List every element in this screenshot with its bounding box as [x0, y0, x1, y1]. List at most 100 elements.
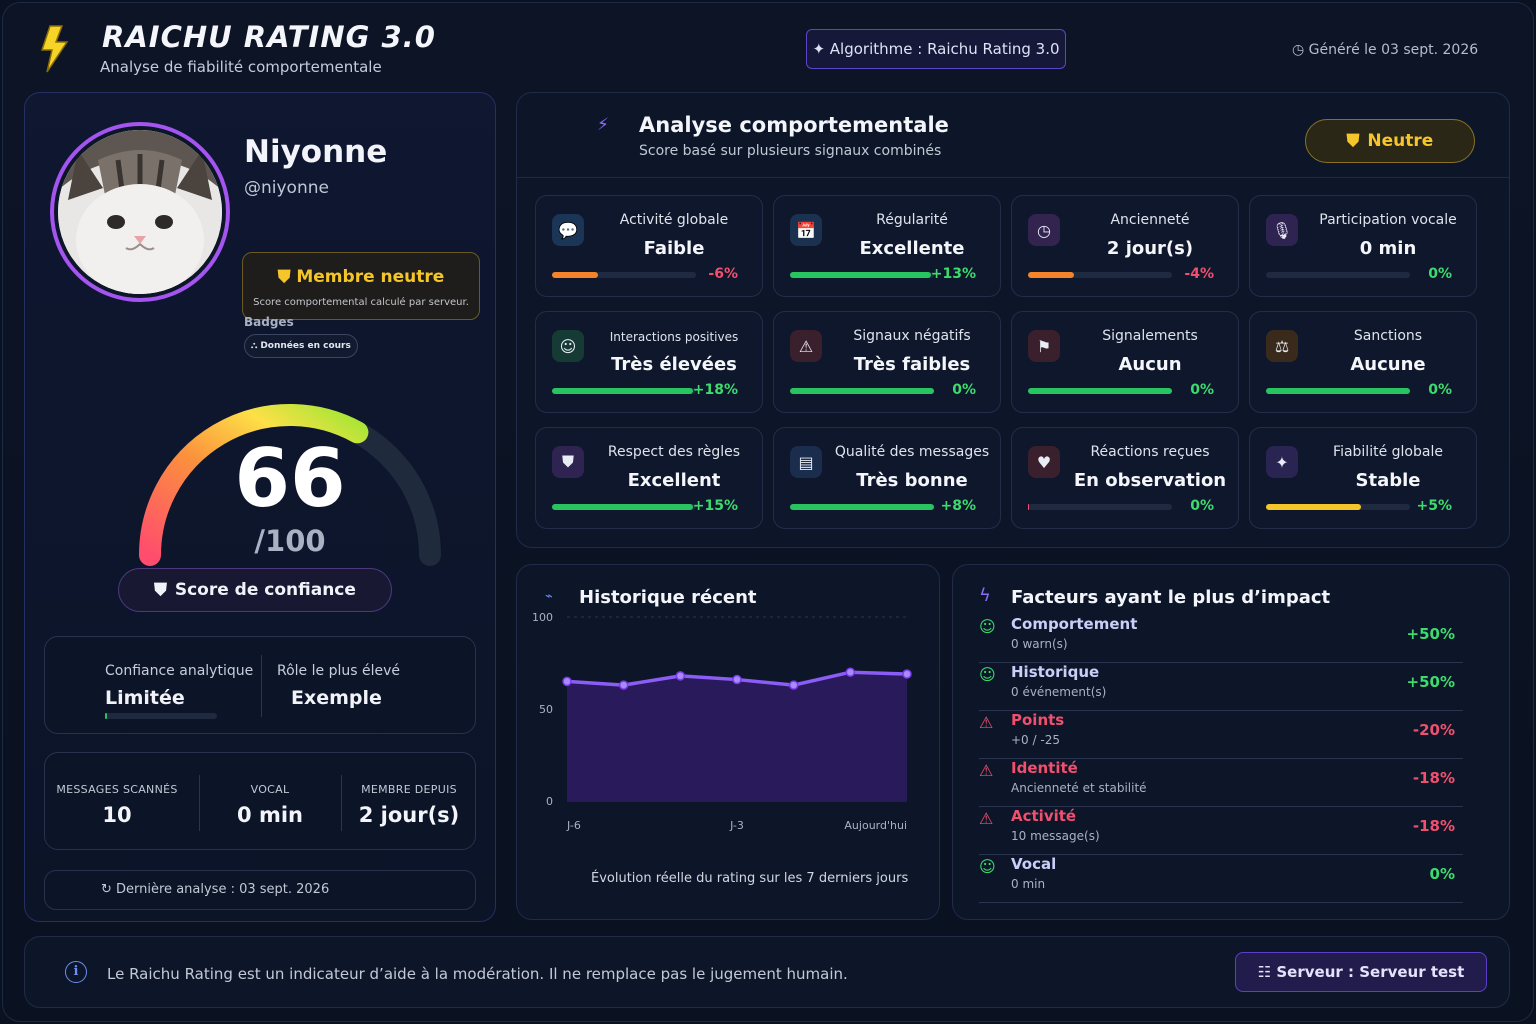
warning-icon: ⚠ — [790, 330, 822, 362]
lightning-logo-icon — [40, 25, 69, 73]
metric-value: Stable — [1355, 470, 1421, 491]
confidence-box: Confiance analytique Limitée Rôle le plu… — [44, 636, 476, 734]
metric-tile[interactable]: ☺ Interactions positives Très élevées +18% — [535, 311, 763, 413]
lightning-icon: ϟ — [979, 585, 991, 606]
data-point — [788, 680, 799, 690]
warning-icon: ⚠ — [979, 761, 994, 780]
data-point — [618, 680, 629, 690]
user-handle: @niyonne — [244, 178, 329, 198]
y-tick-label: 0 — [546, 795, 553, 808]
gauge-fill — [139, 404, 369, 566]
microphone-icon: 🎙 — [1266, 214, 1298, 246]
user-name: Niyonne — [244, 134, 388, 170]
badge-chip[interactable]: ⛬ Données en cours — [244, 334, 358, 358]
server-button[interactable]: ☷ Serveur : Serveur test — [1235, 952, 1487, 992]
metric-tile[interactable]: ⚖ Sanctions Aucune 0% — [1249, 311, 1477, 413]
metric-tile[interactable]: 💬 Activité globale Faible -6% — [535, 195, 763, 297]
factor-row: ☺ Vocal 0 min 0% — [979, 855, 1463, 903]
smile-icon: ☺ — [979, 857, 996, 876]
history-title: Historique récent — [579, 587, 757, 608]
metric-label: Régularité — [876, 212, 948, 228]
algorithm-badge[interactable]: ✦ Algorithme : Raichu Rating 3.0 — [806, 29, 1066, 69]
y-tick-label: 50 — [539, 703, 553, 716]
factors-title: Facteurs ayant le plus d’impact — [1011, 587, 1331, 608]
area-fill — [567, 672, 907, 801]
factor-row: ⚠ Points +0 / -25 -20% — [979, 711, 1463, 759]
metric-value: Très faibles — [853, 354, 971, 375]
score-value: 66 — [234, 432, 346, 525]
divider — [261, 655, 262, 717]
metric-label: Activité globale — [619, 212, 729, 228]
sparkle-icon: ✦ — [1266, 446, 1298, 478]
factor-detail: Ancienneté et stabilité — [1011, 781, 1147, 795]
metric-bar — [1266, 504, 1410, 510]
member-status: ⛊ Membre neutre — [277, 267, 445, 287]
data-point — [845, 667, 856, 677]
member-status-description: Score comportemental calculé par serveur… — [253, 297, 469, 308]
factor-name: Activité — [1011, 807, 1077, 825]
metric-tile[interactable]: 📅 Régularité Excellente +13% — [773, 195, 1001, 297]
metric-tile[interactable]: ⛊ Respect des règles Excellent +15% — [535, 427, 763, 529]
warning-icon: ⚠ — [979, 713, 994, 732]
metric-value: Aucun — [1118, 354, 1182, 375]
metric-delta: -6% — [708, 266, 738, 282]
metric-value: Excellente — [859, 238, 965, 259]
factor-detail: 10 message(s) — [1011, 829, 1100, 843]
activity-icon: ⚡ — [597, 115, 609, 135]
factor-row: ☺ Historique 0 événement(s) +50% — [979, 663, 1463, 711]
metric-tile[interactable]: ⚑ Signalements Aucun 0% — [1011, 311, 1239, 413]
metric-tile[interactable]: ⚠ Signaux négatifs Très faibles 0% — [773, 311, 1001, 413]
metric-tile[interactable]: 🎙 Participation vocale 0 min 0% — [1249, 195, 1477, 297]
document-icon: ▤ — [790, 446, 822, 478]
stat-member-since: MEMBRE DEPUIS 2 jour(s) — [358, 783, 460, 827]
factor-percent: -20% — [1412, 721, 1455, 739]
metric-delta: -4% — [1184, 266, 1214, 282]
heart-icon: ♥ — [1028, 446, 1060, 478]
metric-bar — [552, 272, 696, 278]
factor-detail: +0 / -25 — [1011, 733, 1060, 747]
factor-name: Historique — [1011, 663, 1100, 681]
app-title: RAICHU RATING 3.0 — [102, 20, 436, 54]
divider — [341, 775, 342, 831]
score-max: /100 — [254, 524, 326, 558]
metric-label: Sanctions — [1353, 328, 1423, 344]
confidence-value: Limitée — [105, 687, 185, 709]
metric-label: Ancienneté — [1110, 212, 1190, 228]
metric-tile[interactable]: ▤ Qualité des messages Très bonne +8% — [773, 427, 1001, 529]
metric-bar — [790, 272, 934, 278]
factor-row: ☺ Comportement 0 warn(s) +50% — [979, 615, 1463, 663]
shield-icon: ⛊ — [552, 446, 584, 478]
scales-icon: ⚖ — [1266, 330, 1298, 362]
factor-percent: +50% — [1406, 625, 1455, 643]
factor-detail: 0 événement(s) — [1011, 685, 1107, 699]
analysis-card: ⚡ Analyse comportementale Score basé sur… — [516, 92, 1510, 548]
metric-value: Très bonne — [856, 470, 968, 491]
metric-label: Qualité des messages — [834, 444, 990, 460]
history-caption: Évolution réelle du rating sur les 7 der… — [591, 871, 909, 886]
avatar[interactable] — [50, 122, 230, 302]
factor-name: Points — [1011, 711, 1065, 729]
member-status-box: ⛊ Membre neutre Score comportemental cal… — [242, 252, 480, 320]
factor-name: Vocal — [1011, 855, 1057, 873]
trust-score-button[interactable]: ⛊ Score de confiance — [118, 568, 392, 612]
metric-tile[interactable]: ◷ Ancienneté 2 jour(s) -4% — [1011, 195, 1239, 297]
metric-value: Excellent — [627, 470, 721, 491]
footer: i Le Raichu Rating est un indicateur d’a… — [24, 936, 1510, 1008]
verdict-badge[interactable]: ⛊ Neutre — [1305, 119, 1475, 163]
calendar-icon: 📅 — [790, 214, 822, 246]
metric-value: En observation — [1073, 470, 1227, 491]
metric-tile[interactable]: ✦ Fiabilité globale Stable +5% — [1249, 427, 1477, 529]
role-label: Rôle le plus élevé — [277, 663, 400, 679]
metric-label: Interactions positives — [609, 330, 739, 344]
smile-icon: ☺ — [979, 617, 996, 636]
metric-bar — [552, 388, 696, 394]
chat-icon: 💬 — [552, 214, 584, 246]
metric-bar — [1028, 504, 1172, 510]
score-gauge — [139, 404, 441, 566]
divider — [199, 775, 200, 831]
x-tick-label: J-6 — [566, 819, 581, 832]
metric-tile[interactable]: ♥ Réactions reçues En observation 0% — [1011, 427, 1239, 529]
cat-avatar-image — [58, 130, 222, 294]
metric-label: Fiabilité globale — [1333, 444, 1443, 460]
metric-delta: 0% — [1428, 382, 1452, 398]
